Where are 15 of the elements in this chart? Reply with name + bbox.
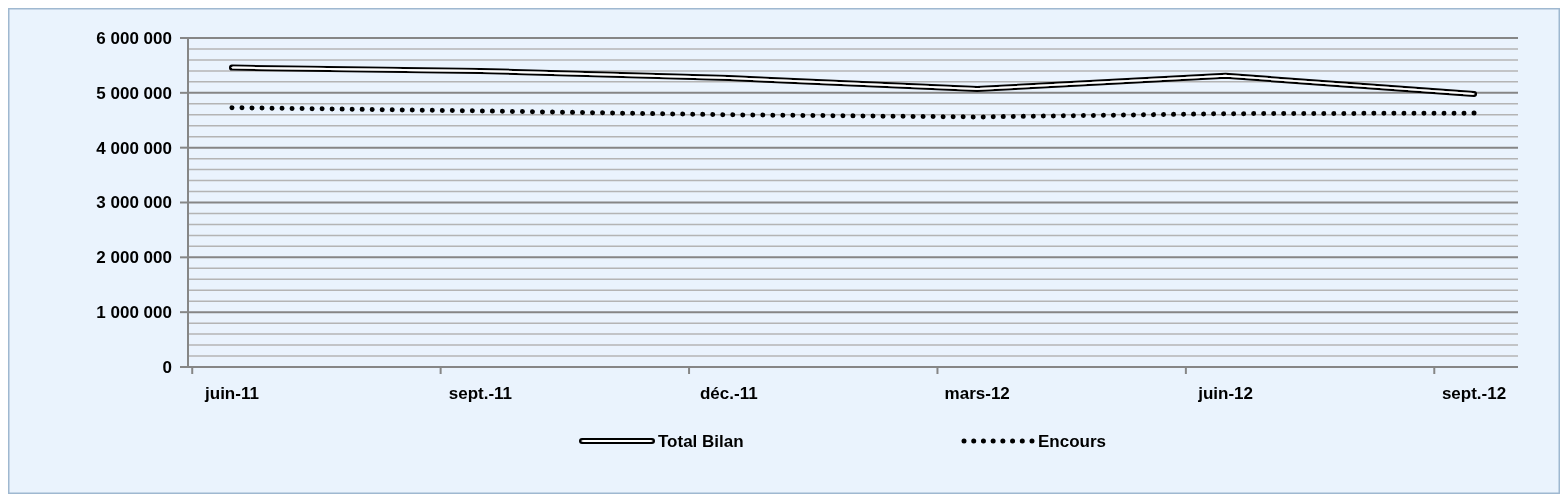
x-tick-label: sept.-12 [1441,384,1507,403]
x-tick-label: déc.-11 [699,384,758,403]
y-tick-label: 1 000 000 [96,303,172,323]
x-tick-label: sept.-11 [448,384,513,403]
x-tick-label: juin-12 [1197,384,1254,403]
y-tick-label: 0 [162,357,172,377]
y-tick-label: 4 000 000 [96,138,172,158]
y-tick-label: 3 000 000 [96,193,172,213]
y-tick-label: 2 000 000 [96,248,172,268]
y-tick-label: 6 000 000 [96,28,172,48]
x-tick-label: juin-11 [204,384,259,403]
x-tick-label: mars-12 [944,384,1010,403]
legend-label: Total Bilan [658,431,744,451]
y-tick-label: 5 000 000 [96,83,172,103]
legend-label: Encours [1038,431,1107,451]
